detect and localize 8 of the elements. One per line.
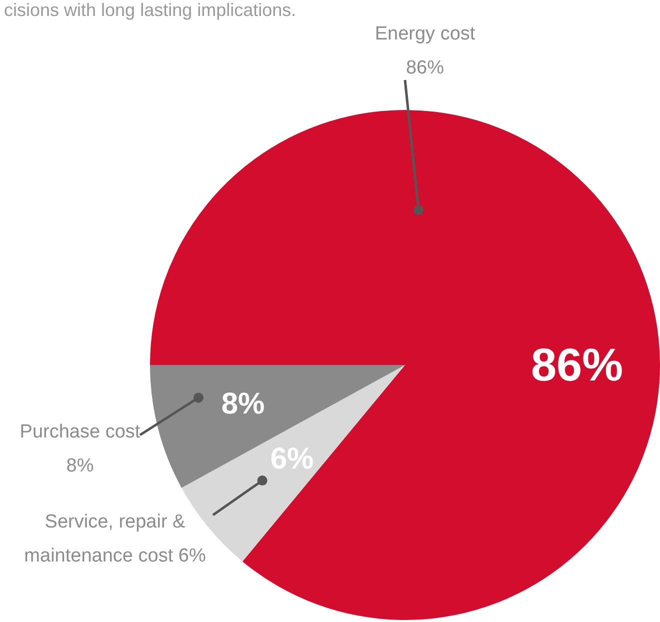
slice-label: Purchase cost <box>20 422 141 443</box>
data-label: 86% <box>406 58 444 79</box>
text: cisions with long lasting implications. <box>4 0 296 20</box>
slice-label: Service, repair & maintenance cost 6% <box>24 512 206 567</box>
data-label: 8% <box>221 387 265 420</box>
text: 8% <box>66 456 94 477</box>
slice-label: Energy cost <box>374 24 476 45</box>
text: 86% <box>530 338 624 391</box>
